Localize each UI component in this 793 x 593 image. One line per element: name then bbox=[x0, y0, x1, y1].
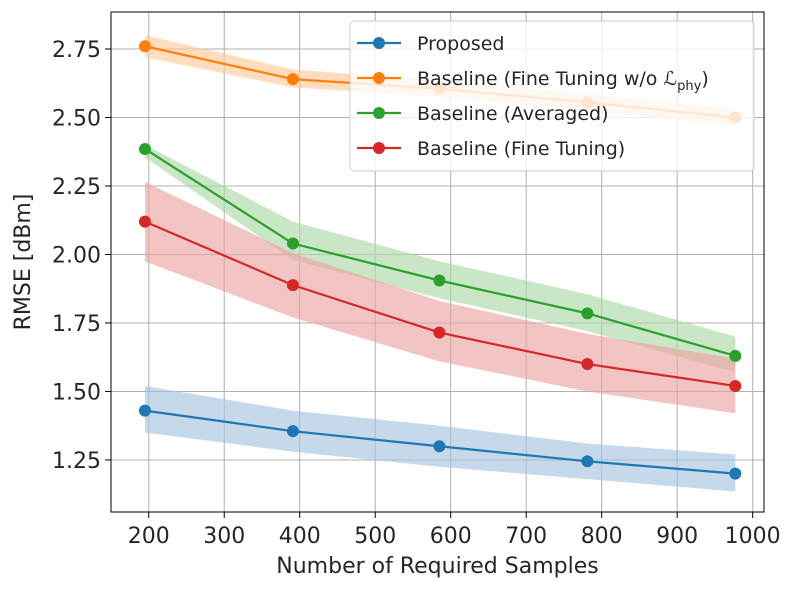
legend-label: Proposed bbox=[417, 33, 504, 55]
x-tick-label: 700 bbox=[505, 524, 547, 549]
band-baseline-fine-tuning bbox=[144, 181, 736, 414]
x-tick-label: 400 bbox=[279, 524, 321, 549]
x-tick-label: 900 bbox=[656, 524, 698, 549]
point-baseline-averaged bbox=[286, 237, 299, 250]
series-lines bbox=[138, 40, 742, 480]
y-tick-label: 2.50 bbox=[52, 106, 101, 131]
point-baseline-averaged bbox=[729, 349, 742, 362]
x-tick-label: 200 bbox=[128, 524, 170, 549]
point-baseline-fine-tuning bbox=[729, 379, 742, 392]
point-baseline-fine-tuning bbox=[581, 358, 594, 371]
legend-marker bbox=[373, 107, 385, 119]
y-axis-ticks: 1.25 1.50 1.75 2.00 2.25 2.50 2.75 bbox=[52, 38, 111, 474]
legend-marker bbox=[373, 37, 385, 49]
legend-label: Baseline (Fine Tuning) bbox=[417, 138, 625, 160]
y-tick-label: 1.50 bbox=[52, 380, 101, 405]
legend-label: Baseline (Averaged) bbox=[417, 103, 609, 125]
y-tick-label: 2.00 bbox=[52, 243, 101, 268]
legend-label: Baseline (Fine Tuning w/o ℒphy) bbox=[417, 68, 709, 94]
point-baseline-averaged bbox=[138, 142, 151, 155]
y-tick-label: 2.75 bbox=[52, 38, 101, 63]
y-tick-label: 2.25 bbox=[52, 175, 101, 200]
point-baseline-fine-tuning-w-o bbox=[138, 40, 151, 53]
y-axis-label: RMSE [dBm] bbox=[11, 194, 36, 331]
x-tick-label: 1000 bbox=[725, 524, 781, 549]
point-proposed bbox=[581, 455, 594, 468]
point-proposed bbox=[729, 467, 742, 480]
x-tick-label: 600 bbox=[430, 524, 472, 549]
point-baseline-fine-tuning bbox=[138, 215, 151, 228]
band-proposed bbox=[144, 385, 736, 492]
x-tick-label: 300 bbox=[203, 524, 245, 549]
point-proposed bbox=[286, 425, 299, 438]
legend-box bbox=[349, 20, 755, 172]
y-tick-label: 1.75 bbox=[52, 312, 101, 337]
x-tick-label: 500 bbox=[354, 524, 396, 549]
point-proposed bbox=[138, 404, 151, 417]
y-tick-label: 1.25 bbox=[52, 449, 101, 474]
plot-frame bbox=[110, 11, 765, 513]
point-baseline-fine-tuning-w-o bbox=[286, 73, 299, 86]
point-proposed bbox=[433, 440, 446, 453]
x-tick-label: 800 bbox=[581, 524, 623, 549]
point-baseline-fine-tuning bbox=[433, 326, 446, 339]
x-axis-label: Number of Required Samples bbox=[276, 554, 598, 579]
point-baseline-averaged bbox=[433, 274, 446, 287]
point-baseline-averaged bbox=[581, 307, 594, 320]
legend-marker bbox=[373, 72, 385, 84]
x-axis-ticks: 200 300 400 500 600 700 800 900 1000 bbox=[128, 512, 781, 549]
legend: Proposed Baseline (Fine Tuning w/o ℒphy) B… bbox=[349, 20, 755, 172]
legend-marker bbox=[373, 142, 385, 154]
point-baseline-fine-tuning bbox=[286, 279, 299, 292]
